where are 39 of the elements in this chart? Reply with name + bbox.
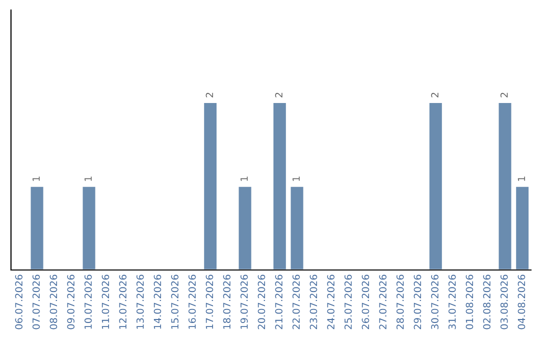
x-tick-label: 12.07.2026 — [119, 274, 126, 329]
data-label: 1 — [518, 176, 526, 181]
x-tick-label: 25.07.2026 — [344, 274, 352, 330]
data-label: 1 — [240, 176, 248, 181]
x-tick-label: 29.07.2026 — [414, 274, 422, 330]
x-tick-label: 07.07.2026 — [32, 274, 40, 330]
x-tick-label: 04.08.2026 — [518, 274, 526, 330]
x-tick-label: 08.07.2026 — [50, 274, 58, 330]
x-tick-label: 09.07.2026 — [67, 274, 74, 330]
x-tick-label: 23.07.2026 — [310, 274, 318, 330]
x-tick-label: 28.07.2026 — [396, 274, 404, 330]
x-tick-label: 06.07.2026 — [15, 274, 22, 330]
x-tick-label: 24.07.2026 — [327, 274, 334, 330]
x-tick-label: 26.07.2026 — [362, 274, 370, 330]
data-label: 2 — [206, 92, 214, 98]
data-label: 2 — [500, 92, 508, 98]
x-tick-label: 15.07.2026 — [171, 274, 178, 329]
x-tick-label: 30.07.2026 — [431, 274, 438, 330]
x-tick-label: 21.07.2026 — [275, 274, 282, 330]
x-tick-label: 18.07.2026 — [223, 274, 230, 329]
data-label: 1 — [32, 176, 40, 181]
x-tick-label: 10.07.2026 — [84, 274, 92, 329]
x-tick-label: 14.07.2026 — [154, 274, 162, 329]
x-tick-label: 19.07.2026 — [240, 274, 248, 329]
x-tick-label: 03.08.2026 — [500, 274, 508, 330]
x-tick-label: 31.07.2026 — [448, 274, 456, 330]
x-tick-label: 11.07.2026 — [102, 274, 110, 329]
data-label: 2 — [431, 92, 438, 98]
x-tick-label: 02.08.2026 — [483, 274, 490, 330]
x-tick-label: 17.07.2026 — [206, 274, 214, 329]
x-tick-label: 22.07.2026 — [292, 274, 300, 330]
data-label: 1 — [84, 176, 92, 181]
data-label: 1 — [292, 176, 300, 181]
x-tick-label: 16.07.2026 — [188, 274, 196, 329]
x-tick-label: 27.07.2026 — [379, 274, 386, 330]
x-tick-label: 20.07.2026 — [258, 274, 266, 330]
data-label: 2 — [275, 92, 282, 98]
x-tick-label: 13.07.2026 — [136, 274, 144, 329]
x-tick-label: 01.08.2026 — [466, 274, 474, 330]
